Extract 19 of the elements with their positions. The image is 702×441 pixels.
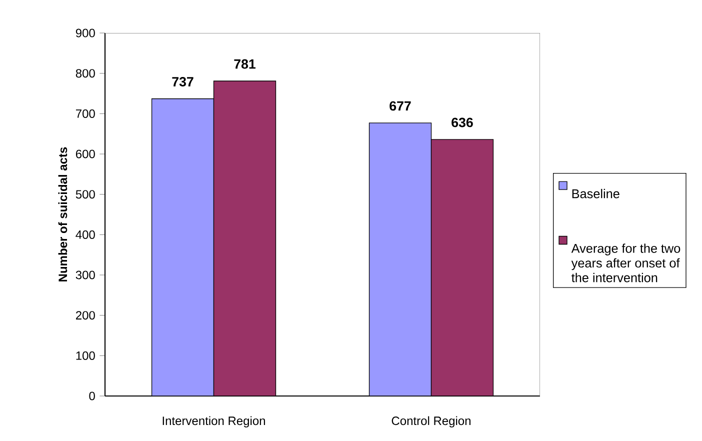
y-tick-label: 700 — [76, 109, 95, 118]
y-tick-label: 400 — [76, 230, 95, 239]
data-label: 737 — [172, 77, 194, 86]
y-tick-label: 0 — [89, 392, 95, 400]
data-label: 636 — [452, 118, 473, 128]
data-label: 781 — [234, 59, 256, 69]
y-tick-label: 800 — [76, 69, 95, 78]
y-axis-title: Number of suicidal acts — [58, 147, 68, 282]
y-tick-label: 300 — [76, 270, 95, 280]
y-tick-label: 600 — [76, 150, 95, 158]
y-tick-label: 200 — [76, 311, 95, 320]
x-tick-label: Intervention Region — [162, 416, 265, 428]
legend-label: Baseline — [572, 188, 620, 198]
y-tick-label: 100 — [76, 351, 95, 360]
y-tick-label: 900 — [76, 28, 95, 38]
x-tick-label: Control Region — [392, 416, 470, 428]
legend-label: Average for the two years after onset of the intervention — [571, 244, 680, 282]
y-tick-label: 500 — [76, 190, 95, 199]
data-label: 677 — [390, 101, 411, 111]
